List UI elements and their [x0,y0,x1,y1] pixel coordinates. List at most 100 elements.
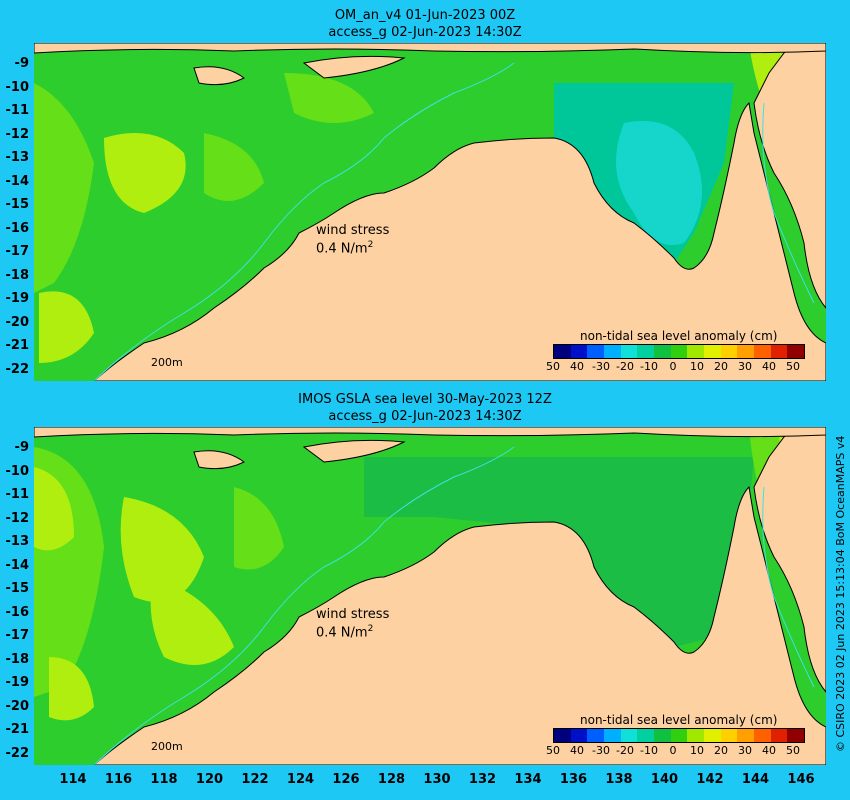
bottom-latitude-label: -21 [5,722,30,737]
bottom-colorbar-tick-label: 10 [690,744,704,757]
bottom-latitude-label: -19 [5,675,30,690]
bottom-colorbar-swatch [637,729,655,742]
top-latitude-label: -13 [5,150,30,165]
bottom-wind-stress-label: wind stress 0.4 N/m2 [316,607,389,640]
top-wind-stress-text: wind stress [316,223,390,238]
bottom-colorbar-swatch [704,729,721,742]
longitude-label: 142 [696,772,724,787]
bottom-colorbar-tick-label: 0 [669,744,677,757]
bottom-panel-title-line1: IMOS GSLA sea level 30-May-2023 12Z [298,392,552,407]
top-latitude-label: -15 [5,197,30,212]
bottom-colorbar-swatch [770,729,788,742]
top-colorbar-tick-label: 50 [546,360,560,373]
bottom-colorbar-tick-label: 50 [546,744,560,757]
top-latitude-label: -16 [5,220,30,236]
top-colorbar-swatch [670,345,688,358]
top-panel-title-line2: access_g 02-Jun-2023 14:30Z [328,25,522,40]
bottom-wind-stress-text: wind stress [316,607,390,622]
bottom-colorbar-swatch [587,729,605,742]
top-colorbar-tick-label: 10 [690,360,704,373]
bottom-latitude-label: -17 [5,628,30,643]
bottom-latitude-label: -14 [5,557,30,573]
top-colorbar [553,344,805,359]
longitude-label: 146 [787,772,815,787]
bottom-wind-stress-exponent: 2 [367,624,374,634]
longitude-label: 132 [468,772,497,787]
bottom-colorbar-tick-label: -10 [640,744,658,757]
top-colorbar-tick-label: 30 [738,360,752,373]
bottom-colorbar-tick-label: 40 [570,744,584,757]
bottom-colorbar-tick-label: 40 [762,744,776,757]
bottom-panel-title-line2: access_g 02-Jun-2023 14:30Z [328,409,522,424]
bottom-colorbar-swatch [654,729,671,742]
bottom-colorbar-swatch [604,729,621,742]
longitude-label: 130 [423,772,451,787]
bottom-latitude-label: -22 [5,745,30,761]
longitude-label: 124 [286,772,315,787]
top-latitude-label: -22 [5,361,30,377]
top-colorbar-swatch [604,345,621,358]
bottom-colorbar-swatch [787,729,805,742]
top-colorbar-swatch [687,345,705,358]
longitude-label: 134 [514,772,542,787]
top-latitude-label: -11 [5,103,30,118]
longitude-label: 138 [605,772,633,787]
top-panel-title-line1: OM_an_v4 01-Jun-2023 00Z [334,8,516,23]
top-latitude-label: -20 [5,314,30,330]
top-colorbar-swatch [787,345,805,358]
longitude-label: 144 [741,772,770,787]
bottom-colorbar-swatch [554,729,571,742]
top-colorbar-swatch [754,345,771,358]
top-colorbar-tick-label: 0 [669,360,677,373]
longitude-label: 120 [195,772,224,787]
bottom-latitude-label: -20 [5,698,30,714]
top-colorbar-swatch [720,345,738,358]
longitude-label: 114 [59,772,87,787]
bottom-colorbar-swatch [754,729,771,742]
top-wind-stress-exponent: 2 [367,240,374,250]
top-colorbar-title: non-tidal sea level anomaly (cm) [580,329,778,343]
bottom-colorbar-swatch [737,729,755,742]
top-latitude-label: -19 [5,291,30,306]
top-colorbar-swatch [770,345,788,358]
bottom-colorbar-swatch [620,729,638,742]
top-latitude-label: -21 [5,338,30,353]
top-colorbar-swatch [570,345,588,358]
longitude-label: 126 [332,772,360,787]
bottom-colorbar-swatch [720,729,738,742]
top-wind-stress-label: wind stress 0.4 N/m2 [316,223,389,256]
credit-text: © CSIRO 2023 02 Jun 2023 15:13:04 BoM Oc… [834,435,847,752]
top-wind-stress-value: 0.4 N/m [316,241,368,257]
top-colorbar-swatch [587,345,605,358]
bottom-isobath-label: 200m [151,740,183,753]
bottom-latitude-label: -10 [5,463,30,479]
bottom-latitude-label: -16 [5,604,30,620]
top-latitude-label: -18 [5,267,30,283]
bottom-colorbar [553,728,805,743]
top-latitude-label: -9 [14,56,29,71]
bottom-latitude-label: -12 [5,510,30,526]
bottom-colorbar-swatch [670,729,688,742]
top-colorbar-tick-label: 50 [786,360,800,373]
bottom-colorbar-tick-label: 30 [738,744,752,757]
top-colorbar-swatch [704,345,721,358]
bottom-colorbar-title: non-tidal sea level anomaly (cm) [580,713,778,727]
bottom-colorbar-swatch [570,729,588,742]
longitude-label: 118 [150,772,178,787]
bottom-latitude-label: -15 [5,581,30,596]
bottom-latitude-label: -18 [5,651,30,667]
bottom-colorbar-tick-label: 20 [714,744,728,757]
top-isobath-label: 200m [151,356,183,369]
bottom-sea-level-map [34,427,826,765]
top-colorbar-ticks: 50 40 -30 -20 -10 0 10 20 30 40 50 [546,360,803,374]
bottom-latitude-label: -9 [14,440,29,455]
top-colorbar-tick-label: -20 [616,360,634,373]
bottom-wind-stress-value: 0.4 N/m [316,625,368,641]
top-latitude-label: -14 [5,173,30,189]
top-latitude-label: -17 [5,244,30,259]
bottom-colorbar-tick-label: -30 [592,744,610,757]
top-colorbar-tick-label: -10 [640,360,658,373]
longitude-label: 136 [559,772,588,787]
top-latitude-label: -12 [5,126,30,142]
top-colorbar-tick-label: 40 [570,360,584,373]
